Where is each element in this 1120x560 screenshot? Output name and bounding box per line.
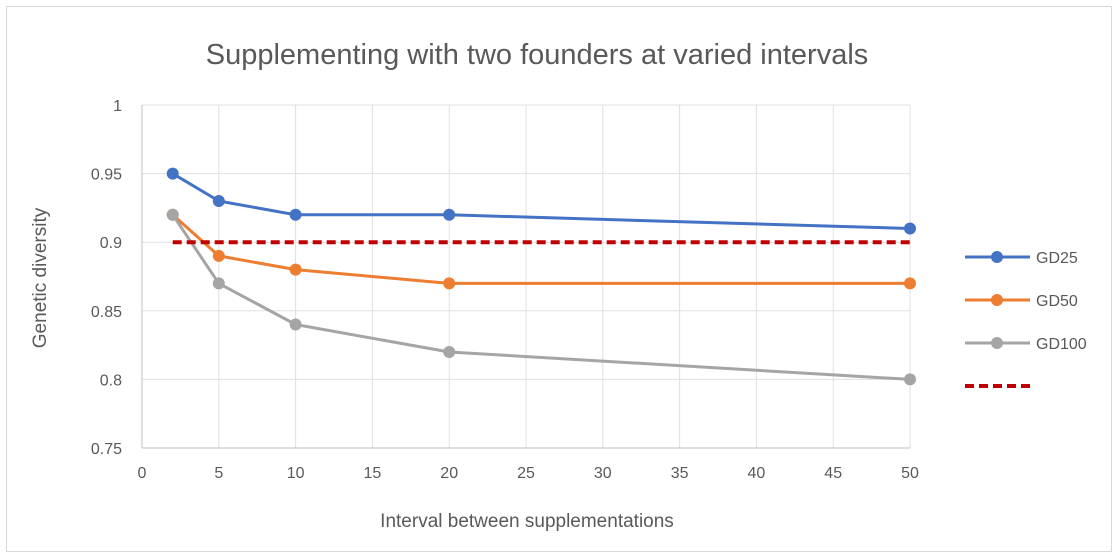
data-point xyxy=(166,208,179,221)
x-tick-label: 15 xyxy=(364,465,382,482)
data-point xyxy=(443,345,456,358)
chart-title: Supplementing with two founders at varie… xyxy=(206,39,869,71)
y-tick-label: 0.95 xyxy=(91,167,122,184)
series-line xyxy=(171,213,912,381)
data-point xyxy=(212,249,225,262)
x-tick-label: 40 xyxy=(748,465,766,482)
x-tick-label: 20 xyxy=(440,465,458,482)
legend-marker xyxy=(991,251,1003,263)
data-point xyxy=(904,277,916,290)
legend-label: GD50 xyxy=(1036,293,1078,310)
series-gd100 xyxy=(166,208,916,386)
data-point xyxy=(443,277,456,290)
data-point xyxy=(212,195,225,208)
x-tick-label: 50 xyxy=(901,465,919,482)
x-tick-label: 35 xyxy=(671,465,689,482)
data-point xyxy=(289,208,302,221)
series-line xyxy=(171,172,912,230)
data-point xyxy=(289,318,302,331)
data-point xyxy=(904,373,916,386)
series-lines xyxy=(166,167,916,386)
y-axis-title: Genetic diversity xyxy=(30,207,51,348)
x-tick-label: 10 xyxy=(287,465,305,482)
x-tick-label: 0 xyxy=(138,465,147,482)
legend-entry: GD50 xyxy=(965,293,1078,310)
x-axis-title: Interval between supplementations xyxy=(380,511,674,532)
y-tick-label: 1 xyxy=(113,98,122,115)
data-point xyxy=(166,167,179,180)
data-point xyxy=(212,277,225,290)
x-tick-label: 25 xyxy=(517,465,535,482)
series-gd25 xyxy=(166,167,916,235)
y-tick-label: 0.85 xyxy=(91,304,122,321)
data-point xyxy=(443,208,456,221)
legend-marker xyxy=(991,294,1003,306)
legend-label: GD25 xyxy=(1036,250,1078,267)
legend-entry: GD25 xyxy=(965,250,1078,267)
axes: 0 5 10 15 20 25 30 35 40 45 50 0.75 0.8 0.85 0.9 0.95 1 xyxy=(91,98,919,482)
x-tick-label: 45 xyxy=(824,465,842,482)
data-point xyxy=(904,222,916,235)
x-tick-label: 30 xyxy=(594,465,612,482)
y-tick-label: 0.75 xyxy=(91,441,122,458)
data-point xyxy=(289,263,302,276)
gridlines xyxy=(142,104,911,448)
x-tick-label: 5 xyxy=(214,465,223,482)
y-tick-label: 0.8 xyxy=(100,372,122,389)
chart-frame xyxy=(6,6,1112,552)
y-tick-label: 0.9 xyxy=(100,235,122,252)
legend-marker xyxy=(991,337,1003,349)
legend-label: GD100 xyxy=(1036,336,1087,353)
legend-entry: GD100 xyxy=(965,336,1087,353)
legend: GD25 GD50 GD100 xyxy=(965,250,1087,388)
series-gd50 xyxy=(166,208,916,290)
